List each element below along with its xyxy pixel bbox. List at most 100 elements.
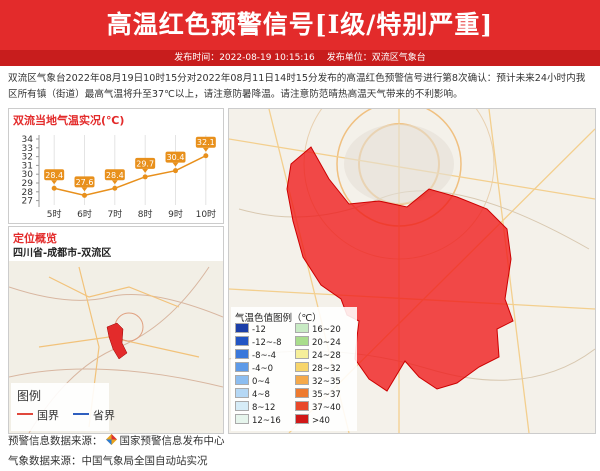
temp-legend-swatch	[235, 323, 249, 333]
temp-point	[142, 174, 148, 180]
value-badge	[104, 169, 125, 181]
temp-legend-label: -12~-8	[252, 338, 282, 348]
temp-legend-swatch	[235, 375, 249, 385]
y-tick-label: 27	[22, 197, 33, 207]
detail-map	[229, 109, 595, 433]
publish-time: 发布时间：2022-08-19 10:15:16	[174, 53, 315, 63]
x-tick-label: 8时	[138, 208, 153, 220]
temp-legend-swatch	[295, 336, 309, 346]
value-label: 28.4	[45, 171, 63, 180]
temp-legend-swatch	[235, 336, 249, 346]
publisher: 发布单位：双流区气象台	[326, 53, 426, 63]
warning-text: 双流区气象台2022年08月19日10时15分对2022年08月11日14时15…	[8, 73, 586, 100]
temp-legend-swatch	[235, 362, 249, 372]
value-badge	[74, 176, 95, 188]
temp-legend-label: -8~-4	[252, 351, 277, 361]
warning-source: 预警信息数据来源： 国家预警信息发布中心	[8, 433, 225, 448]
temp-legend-item: 0~4	[235, 375, 270, 387]
temp-legend-item: -12~-8	[235, 336, 281, 348]
temp-legend-swatch	[295, 323, 309, 333]
temp-legend-swatch	[295, 349, 309, 359]
warning-source-label: 预警信息数据来源：	[8, 435, 103, 447]
location-title: 定位概览	[13, 232, 57, 245]
value-label: 27.6	[76, 178, 94, 187]
x-tick-label: 7时	[107, 208, 122, 220]
map-legend-swatch	[73, 413, 89, 415]
y-tick-label: 29	[22, 179, 34, 189]
badge-pointer	[172, 162, 179, 167]
temp-legend-label: 8~12	[252, 403, 276, 413]
temp-legend-swatch	[295, 375, 309, 385]
chart-title: 双流当地气温实况(℃)	[13, 114, 125, 127]
x-tick-label: 10时	[196, 208, 216, 220]
temp-legend-item: 20~24	[295, 336, 341, 348]
value-badge	[195, 136, 216, 148]
temp-legend-item: -12	[235, 323, 266, 335]
temp-panel: 双流当地气温实况(℃) 27 28 29 30 31 32 33 34 5时 6时 7时 8时 9时 10…	[8, 108, 224, 224]
y-tick-label: 32	[22, 153, 33, 163]
y-tick-label: 33	[22, 144, 33, 154]
temp-legend-label: 4~8	[252, 390, 270, 400]
temp-legend-swatch	[235, 388, 249, 398]
location-panel: 定位概览 四川省-成都市-双流区 图例 国界 省界	[8, 226, 224, 434]
weather-source: 气象数据来源：中国气象局全国自动站实况	[8, 455, 208, 467]
map-legend-swatch	[17, 413, 33, 415]
temp-legend-item: 4~8	[235, 388, 270, 400]
map-legend-label: 省界	[93, 409, 115, 422]
temp-line	[53, 155, 207, 197]
temp-legend-item: 32~35	[295, 375, 341, 387]
temp-legend-label: 16~20	[312, 325, 341, 335]
temp-legend-swatch	[295, 401, 309, 411]
map-legend-title: 图例	[17, 389, 42, 403]
temp-legend-label: 12~16	[252, 416, 281, 426]
temp-point	[82, 192, 87, 198]
temp-legend-item: 8~12	[235, 401, 275, 413]
temp-legend-label: 37~40	[312, 403, 341, 413]
x-tick-label: 6时	[77, 208, 92, 220]
warning-source-name: 国家预警信息发布中心	[119, 435, 225, 447]
temp-legend-item: 24~28	[295, 349, 341, 361]
temp-legend-item: -8~-4	[235, 349, 276, 361]
temp-legend-label: 0~4	[252, 377, 270, 387]
value-badge	[135, 157, 156, 169]
temp-point	[203, 153, 209, 159]
temp-legend-label: 24~28	[312, 351, 341, 361]
temp-legend-label: 35~37	[312, 390, 341, 400]
badge-pointer	[142, 168, 149, 173]
y-tick-label: 34	[22, 135, 34, 145]
source-icon	[105, 434, 117, 445]
temp-legend-swatch	[295, 362, 309, 372]
badge-pointer	[202, 147, 209, 152]
temp-legend-label: >40	[312, 416, 330, 426]
temp-legend-swatch	[295, 414, 309, 424]
map-legend: 国界 省界	[17, 407, 127, 425]
temp-legend-item: 35~37	[295, 388, 341, 400]
badge-pointer	[81, 187, 88, 192]
temp-legend-swatch	[295, 388, 309, 398]
value-label: 29.7	[136, 159, 154, 168]
temp-legend-label: 32~35	[312, 377, 341, 387]
meta-bar: 发布时间：2022-08-19 10:15:16 发布单位：双流区气象台	[0, 50, 600, 66]
y-tick-label: 31	[22, 161, 33, 171]
temp-legend-item: 16~20	[295, 323, 341, 335]
temp-point	[112, 185, 118, 191]
temp-legend-swatch	[235, 401, 249, 411]
value-label: 28.4	[106, 171, 124, 180]
badge-pointer	[51, 180, 58, 185]
temp-legend-swatch	[235, 414, 249, 424]
temp-legend-label: 20~24	[312, 338, 341, 348]
map-legend-label: 国界	[37, 409, 59, 422]
y-tick-label: 28	[22, 188, 34, 198]
location-place: 四川省-成都市-双流区	[13, 248, 112, 259]
badge-pointer	[111, 180, 118, 185]
detail-map-panel: 气温色值图例（℃） -12 -12~-8 -8~-4 -4~0 0~4 4~8 8~12 12…	[228, 108, 596, 434]
title: 高温红色预警信号[I级/特别严重]	[0, 0, 600, 50]
temp-legend-title: 气温色值图例（℃）	[235, 313, 322, 324]
temp-legend-item: 12~16	[235, 414, 281, 426]
map-legend-item: 国界	[17, 407, 59, 423]
map-legend-item: 省界	[73, 407, 115, 423]
temp-legend-item: 37~40	[295, 401, 341, 413]
temp-legend-item: >40	[295, 414, 330, 426]
